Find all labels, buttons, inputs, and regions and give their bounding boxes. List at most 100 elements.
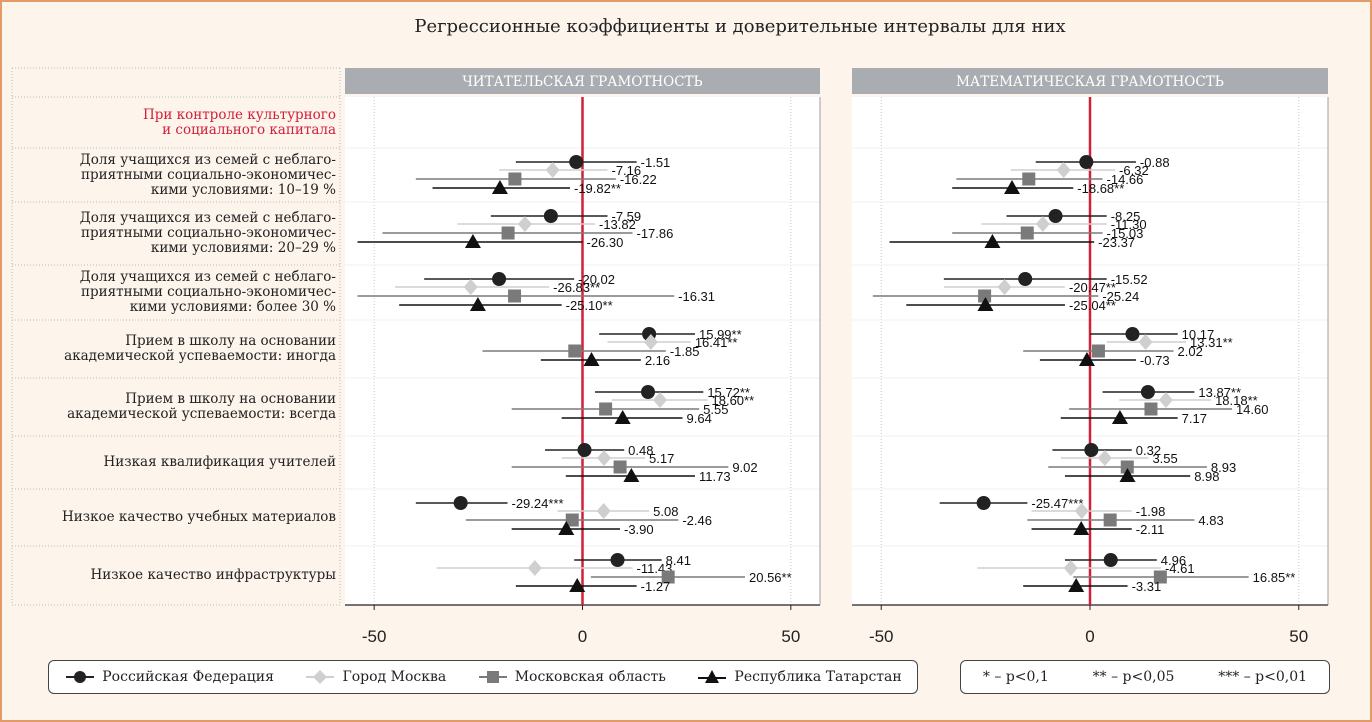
reading-data-label: 16.41** (695, 335, 738, 350)
math-point-triangle (984, 234, 1001, 248)
reading-data-label: -29.24*** (512, 496, 564, 511)
legend-item-moscow: Город Москва (304, 669, 446, 685)
reading-point-triangle (558, 521, 575, 535)
math-data-label: 2.02 (1178, 344, 1203, 359)
math-point-square (1103, 513, 1117, 527)
reading-point-square (599, 402, 613, 416)
math-point-circle (1140, 385, 1155, 399)
reading-point-circle (543, 209, 558, 223)
reading-point-square (501, 226, 515, 240)
math-point-diamond (1035, 216, 1050, 232)
reading-data-label: 2.16 (645, 353, 670, 368)
reading-data-label: 9.02 (732, 460, 757, 475)
reading-data-label: -1.27 (641, 579, 671, 594)
math-point-square (1153, 570, 1167, 584)
math-point-circle (1125, 327, 1140, 341)
math-point-square (1144, 402, 1158, 416)
math-point-diamond (1063, 560, 1078, 576)
reading-point-triangle (614, 410, 631, 424)
math-data-label: 3.55 (1152, 451, 1177, 466)
math-panel-title: МАТЕМАТИЧЕСКАЯ ГРАМОТНОСТЬ (956, 74, 1224, 90)
math-data-label: 4.96 (1161, 553, 1186, 568)
reading-data-label: -1.85 (670, 344, 700, 359)
section-label: При контроле культурного и социального ка… (142, 106, 336, 138)
math-point-square (1022, 172, 1036, 186)
reading-point-square (661, 570, 675, 584)
reading-data-label: 0.48 (628, 443, 653, 458)
math-point-circle (1018, 272, 1033, 286)
math-data-label: 18.18** (1215, 393, 1258, 408)
reading-data-label: 5.55 (703, 402, 728, 417)
legend-label: Российская Федерация (102, 669, 274, 685)
math-data-label: 13.87** (1198, 385, 1241, 400)
reading-point-triangle (623, 468, 640, 482)
reading-point-circle (641, 385, 655, 399)
legend-label: Республика Татарстан (734, 669, 902, 685)
reading-data-label: -16.31 (678, 289, 715, 304)
math-data-label: -25.24 (1102, 289, 1139, 304)
reading-point-circle (492, 272, 507, 286)
math-point-circle (1048, 209, 1063, 223)
reading-x-tick-label: -50 (362, 627, 387, 646)
reading-point-square (568, 344, 582, 358)
math-data-label: -1.98 (1136, 504, 1166, 519)
math-data-label: -20.47** (1069, 280, 1116, 295)
math-data-label: -14.66 (1107, 172, 1144, 187)
reading-data-label: 20.56** (749, 570, 792, 585)
reading-data-label: 5.17 (649, 451, 674, 466)
math-data-label: -0.88 (1140, 155, 1170, 170)
math-data-label: -3.31 (1132, 579, 1162, 594)
row-label-1: Доля учащихся из семей с неблаго-приятны… (79, 151, 336, 198)
reading-point-square (613, 460, 627, 474)
math-data-label: -15.52 (1111, 272, 1148, 287)
reading-point-triangle (583, 352, 600, 366)
sig-level-2: ** – p<0,05 (1092, 669, 1175, 685)
reading-point-triangle (469, 297, 486, 311)
math-point-triangle (1004, 180, 1021, 194)
math-point-square (1020, 226, 1034, 240)
legend-label: Московская область (514, 669, 666, 685)
triangle-marker-icon (698, 670, 727, 683)
row-label-8: Низкое качество инфраструктуры (90, 567, 336, 583)
reading-point-triangle (491, 180, 508, 194)
row-label-2: Доля учащихся из семей с неблаго-приятны… (79, 210, 336, 256)
reading-point-diamond (596, 503, 611, 519)
reading-data-label: -26.83** (553, 280, 600, 295)
significance-legend: * – p<0,1 ** – p<0,05 *** – p<0,01 (960, 660, 1330, 694)
chart-title: Регрессионные коэффициенты и доверительн… (414, 16, 1066, 37)
math-data-label: -18.68** (1077, 181, 1124, 196)
sig-level-3: *** – p<0,01 (1218, 669, 1308, 685)
reading-data-label: -13.82 (599, 217, 636, 232)
reading-data-label: -16.22 (620, 172, 657, 187)
reading-point-square (508, 172, 522, 186)
reading-point-circle (577, 443, 592, 457)
math-point-diamond (1097, 450, 1112, 466)
math-data-label: 16.85** (1253, 570, 1296, 585)
math-point-circle (1103, 553, 1118, 567)
reading-data-label: 5.08 (653, 504, 678, 519)
row-label-5: Прием в школу на основании академической … (67, 391, 336, 422)
reading-data-label: 18.60** (712, 393, 755, 408)
math-data-label: -15.03 (1107, 226, 1144, 241)
reading-point-diamond (463, 279, 478, 295)
reading-point-diamond (597, 450, 612, 466)
reading-point-circle (569, 155, 584, 169)
reading-point-square (565, 513, 579, 527)
reading-data-label: -1.51 (641, 155, 671, 170)
reading-data-label: -7.16 (612, 163, 642, 178)
math-x-tick-label: 50 (1289, 627, 1308, 646)
reading-panel-title: ЧИТАТЕЛЬСКАЯ ГРАМОТНОСТЬ (462, 74, 702, 90)
row-label-6: Низкая квалификация учителей (103, 454, 336, 470)
math-data-label: -25.47*** (1031, 496, 1083, 511)
math-point-triangle (1068, 578, 1085, 592)
math-data-label: 13.31** (1190, 335, 1233, 350)
legend-label: Город Москва (342, 669, 447, 685)
math-data-label: 4.83 (1198, 513, 1223, 528)
reading-data-label: 11.73 (699, 469, 731, 484)
math-data-label: 7.17 (1182, 411, 1207, 426)
series-legend: Российская Федерация Город Москва Москов… (48, 660, 918, 694)
reading-x-tick-label: 0 (578, 627, 587, 646)
math-data-label: 14.60 (1236, 402, 1269, 417)
math-x-tick-label: 0 (1085, 627, 1094, 646)
